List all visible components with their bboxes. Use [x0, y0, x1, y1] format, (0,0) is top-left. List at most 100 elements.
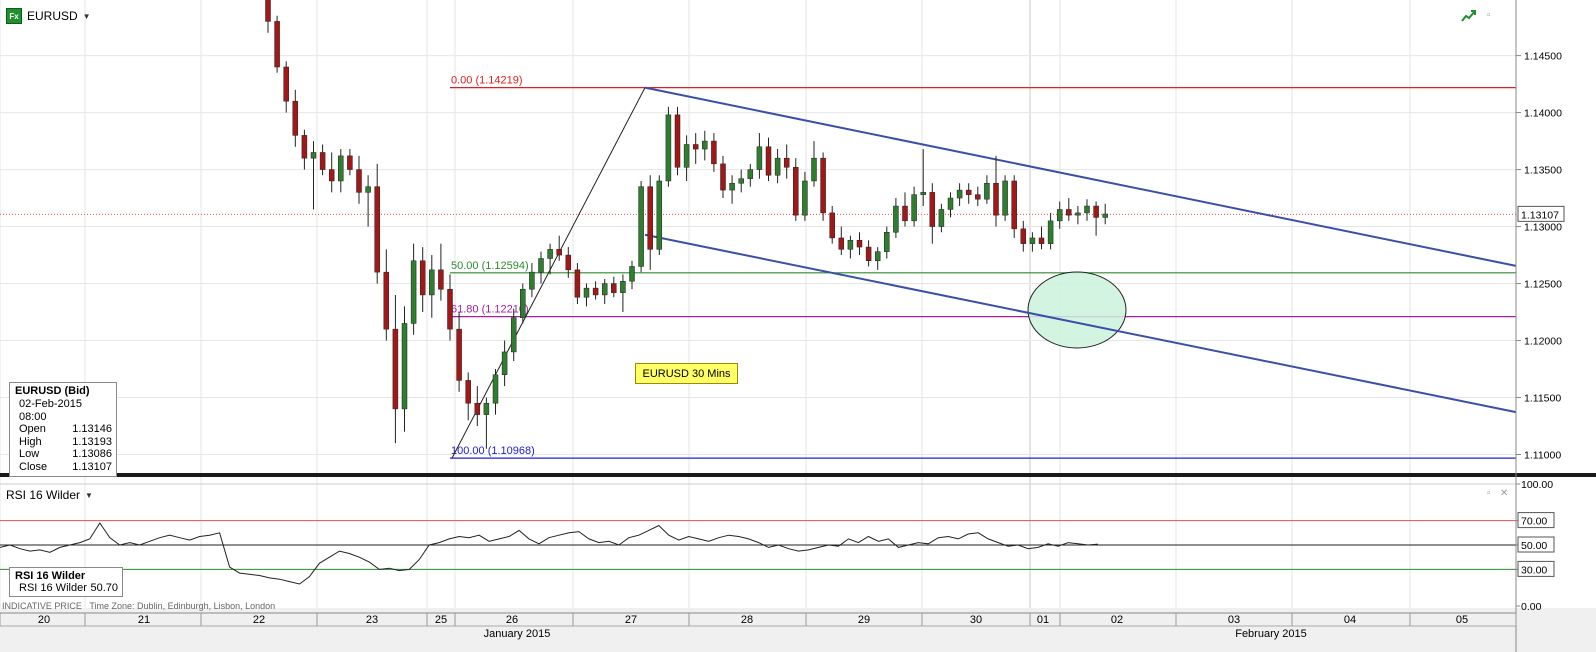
channel-lower-line — [644, 233, 1517, 414]
candle-body — [820, 157, 826, 214]
date-label: 30 — [970, 614, 982, 626]
candle-body — [902, 205, 908, 222]
panel-separator — [0, 473, 1596, 477]
candle-body — [283, 66, 289, 102]
candle-body — [447, 288, 453, 330]
rsi-level-tag — [1517, 512, 1555, 529]
symbol-name: EURUSD — [27, 9, 78, 23]
restore-icon[interactable]: ▫ — [1487, 488, 1491, 499]
candle-body — [692, 144, 699, 150]
candle-body — [765, 146, 772, 176]
candle-body — [738, 178, 744, 184]
candle-body — [729, 182, 735, 191]
rsi-box-row: RSI 16 Wilder 50.70 — [19, 582, 118, 594]
candle-body — [847, 239, 854, 250]
candle-body — [756, 146, 763, 170]
candle-body — [929, 192, 936, 227]
chart-annotation-label[interactable]: EURUSD 30 Mins — [635, 363, 738, 384]
candle-body — [474, 402, 481, 415]
candle-body — [1056, 209, 1063, 222]
date-label: 01 — [1037, 614, 1049, 626]
candle-body — [301, 135, 308, 159]
candle-body — [574, 269, 581, 298]
candle-body — [911, 194, 917, 222]
price-tick-label: 1.11500 — [1524, 393, 1561, 405]
last-price-tag — [1517, 205, 1565, 222]
fib-level-label: 50.00 (1.12594) — [451, 260, 529, 272]
candle-body — [1047, 220, 1054, 244]
candle-body — [793, 167, 799, 216]
candle-body — [529, 271, 535, 290]
rsi-box-title: RSI 16 Wilder — [15, 570, 86, 582]
rsi-panel-plot — [0, 483, 1516, 585]
candle-body — [483, 402, 490, 415]
candle-body — [993, 182, 999, 216]
candle-body — [583, 287, 590, 298]
candle-body — [1066, 209, 1072, 216]
chevron-down-icon[interactable]: ▼ — [82, 11, 91, 21]
candle-body — [492, 374, 499, 404]
fib-level-label: 61.80 (1.12210) — [451, 304, 529, 316]
maximize-icon[interactable]: ▫ — [1487, 10, 1491, 21]
chart-toggle-icon[interactable] — [1461, 9, 1477, 23]
candle-body — [547, 249, 553, 259]
date-label: 25 — [435, 614, 447, 626]
fx-icon: Fx — [6, 8, 22, 24]
fibonacci-retracement: 0.00 (1.14219) 50.00 (1.12594) 61.80 (1.12… — [450, 75, 1516, 459]
chevron-down-icon[interactable]: ▼ — [85, 490, 93, 500]
candle-body — [501, 351, 508, 375]
candle-body — [392, 328, 399, 410]
date-label: 05 — [1456, 614, 1468, 626]
rsi-tick-label: 50.00 — [1521, 540, 1547, 552]
channel-upper-line — [644, 86, 1517, 267]
price-tick-label: 1.12000 — [1524, 336, 1562, 348]
price-tick-label: 1.12500 — [1524, 279, 1562, 291]
fib-level-label: 0.00 (1.14219) — [451, 75, 523, 87]
candle-body — [802, 180, 808, 216]
date-label: 22 — [253, 614, 265, 626]
rsi-info-box: RSI 16 Wilder RSI 16 Wilder 50.70 — [9, 567, 123, 597]
candle-body — [310, 152, 317, 159]
candle-body — [920, 192, 926, 195]
candle-body — [429, 269, 435, 296]
candle-body — [720, 163, 726, 191]
date-label: 28 — [741, 614, 753, 626]
candle-body — [510, 317, 517, 353]
price-tick-label: 1.11000 — [1524, 450, 1561, 462]
candle-body — [538, 258, 544, 273]
candle-body — [1093, 205, 1099, 218]
candle-body — [829, 212, 835, 239]
fib-anchor-line — [451, 87, 646, 459]
rsi-indicator-selector[interactable]: RSI 16 Wilder ▼ — [6, 488, 93, 502]
price-tick-label: 1.14000 — [1524, 108, 1562, 120]
candle-body — [274, 21, 280, 68]
date-label: 02 — [1111, 614, 1123, 626]
candle-body — [1038, 237, 1045, 244]
close-icon[interactable]: ✕ — [1500, 488, 1509, 499]
info-row-close: Close 1.13107 — [19, 460, 112, 473]
info-row-open: Open 1.13146 — [19, 423, 112, 435]
candle-body — [1020, 228, 1027, 244]
candle-body — [938, 209, 945, 227]
info-row-high: High 1.13193 — [19, 435, 112, 448]
candle-body — [838, 237, 845, 250]
fib-level-label: 100.00 (1.10968) — [451, 445, 535, 457]
date-label: 27 — [625, 614, 637, 626]
rsi-tick-label: 70.00 — [1521, 516, 1547, 528]
candle-body — [338, 155, 344, 182]
info-title: EURUSD (Bid) — [15, 385, 90, 397]
candle-body — [410, 260, 417, 324]
candle-body — [747, 169, 754, 179]
highlight-ellipse — [1027, 271, 1127, 349]
candle-body — [1075, 212, 1081, 216]
rsi-tick-label: 0.00 — [1521, 601, 1542, 613]
rsi-tick-label: 100.00 — [1521, 479, 1553, 491]
candle-body — [665, 114, 672, 182]
candle-body — [874, 251, 881, 261]
candle-body — [611, 283, 617, 293]
month-label: January 2015 — [484, 628, 551, 640]
date-label: 23 — [366, 614, 378, 626]
candle-body — [893, 205, 899, 233]
symbol-selector[interactable]: Fx EURUSD ▼ — [6, 8, 91, 24]
candle-body — [620, 281, 626, 293]
